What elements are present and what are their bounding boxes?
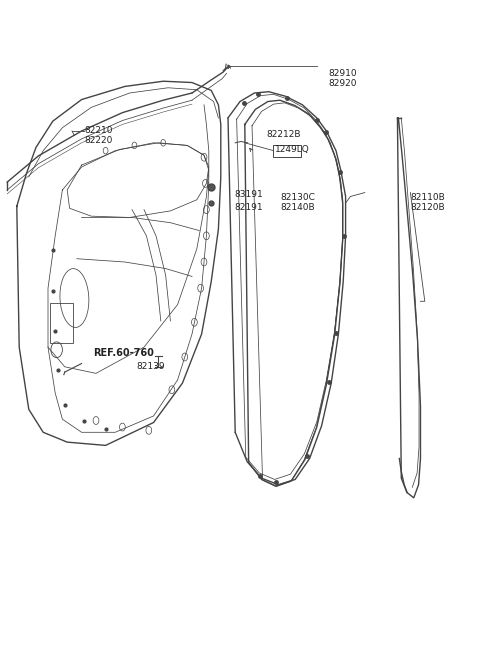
Text: 1249LQ: 1249LQ <box>275 145 310 155</box>
Text: 82191: 82191 <box>234 203 263 212</box>
Text: REF.60-760: REF.60-760 <box>94 348 155 358</box>
Text: 82210
82220: 82210 82220 <box>84 126 112 145</box>
Text: 82139: 82139 <box>137 362 166 371</box>
Text: 82910
82920: 82910 82920 <box>329 69 358 88</box>
Text: 82130C
82140B: 82130C 82140B <box>281 193 316 212</box>
Text: 82212B: 82212B <box>266 130 301 139</box>
Text: 83191: 83191 <box>234 190 263 199</box>
Text: 82110B
82120B: 82110B 82120B <box>410 193 445 212</box>
